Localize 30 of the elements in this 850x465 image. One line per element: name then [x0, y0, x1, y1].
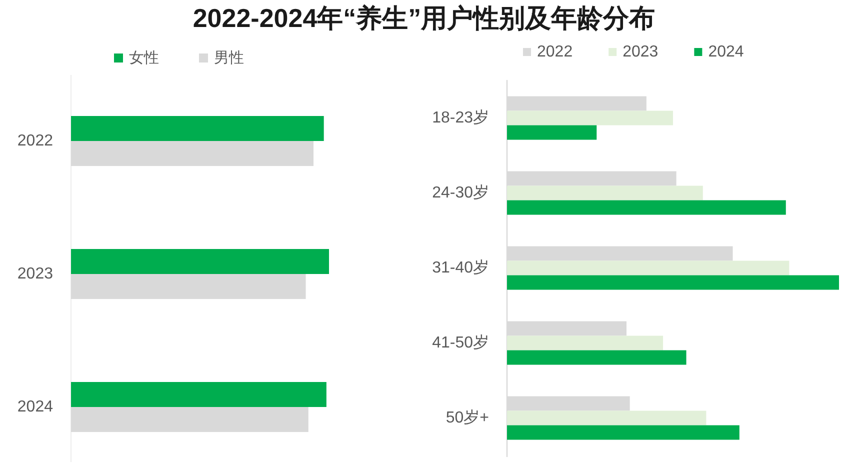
legend-label: 2024	[708, 44, 744, 60]
bar	[71, 407, 308, 432]
bar	[507, 425, 740, 440]
bar	[507, 125, 597, 140]
y-tick-label: 2022	[17, 132, 54, 150]
bar	[71, 274, 306, 299]
bar	[507, 275, 839, 290]
y-tick-label: 18-23岁	[432, 108, 489, 126]
bar	[71, 249, 329, 274]
bar	[507, 336, 664, 350]
text: 2022-2024年“养生”用户性别及年龄分布	[192, 3, 656, 33]
y-tick-label: 24-30岁	[432, 184, 489, 202]
bar	[507, 260, 790, 276]
y-tick-label: 41-50岁	[432, 334, 489, 352]
y-tick-label: 50岁+	[446, 408, 489, 426]
y-tick-label: 31-40岁	[432, 258, 489, 276]
y-tick-label: 2024	[17, 398, 54, 416]
bar	[507, 110, 673, 126]
legend-label: 女性	[129, 50, 159, 66]
legend-label: 男性	[214, 50, 244, 66]
legend-label: 2023	[622, 44, 658, 60]
bar	[71, 116, 324, 141]
bar	[71, 382, 326, 407]
bar	[507, 186, 703, 200]
bar	[507, 200, 786, 215]
bar	[71, 141, 314, 166]
bar	[507, 410, 706, 426]
legend-label: 2022	[537, 44, 573, 60]
bar	[507, 350, 686, 365]
y-tick-label: 2023	[17, 266, 54, 282]
